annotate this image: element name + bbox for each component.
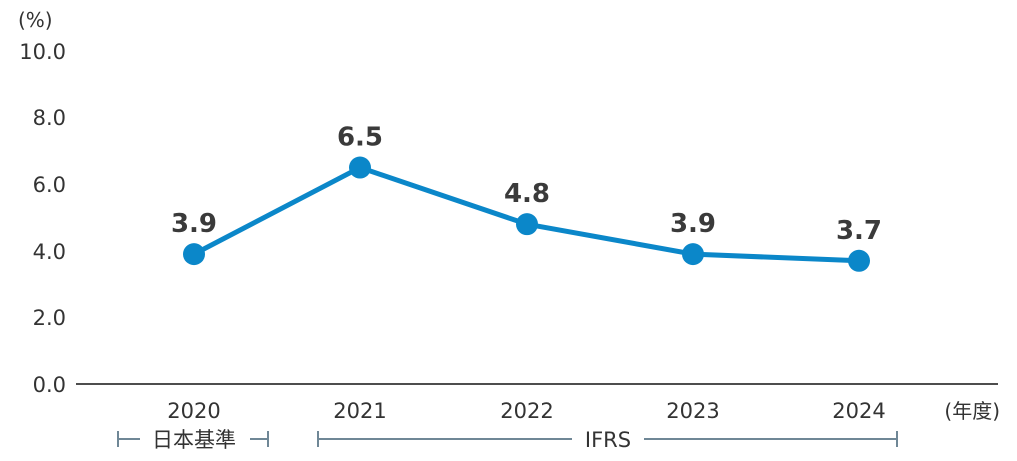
x-axis-unit: (年度): [944, 399, 1000, 423]
y-tick-label: 0.0: [33, 373, 66, 397]
data-points: [183, 156, 870, 272]
data-point: [516, 213, 538, 236]
data-label: 3.9: [670, 209, 716, 239]
y-tick-label: 4.0: [33, 240, 66, 264]
y-tick-label: 6.0: [33, 173, 66, 197]
data-point: [848, 249, 870, 272]
data-label: 3.7: [836, 216, 882, 246]
period-label-jgaap: 日本基準: [152, 428, 236, 452]
x-tick-label: 2024: [832, 399, 885, 423]
data-point: [682, 243, 704, 266]
period-label-ifrs: IFRS: [585, 428, 631, 452]
y-tick-labels: 0.0 2.0 4.0 6.0 8.0 10.0: [19, 40, 66, 397]
data-label: 4.8: [504, 179, 550, 209]
data-label: 6.5: [337, 123, 383, 153]
y-tick-label: 2.0: [33, 306, 66, 330]
period-bracket-jgaap: 日本基準: [117, 428, 269, 452]
data-point: [349, 156, 371, 179]
y-axis-unit: (%): [18, 8, 53, 32]
data-point: [183, 243, 205, 266]
x-tick-label: 2023: [666, 399, 719, 423]
x-tick-label: 2021: [333, 399, 386, 423]
x-tick-label: 2020: [167, 399, 220, 423]
x-tick-label: 2022: [500, 399, 553, 423]
x-tick-labels: 2020 2021 2022 2023 2024: [167, 399, 885, 423]
data-labels: 3.9 6.5 4.8 3.9 3.7: [171, 123, 882, 246]
period-bracket-ifrs: IFRS: [317, 428, 898, 452]
y-tick-label: 8.0: [33, 106, 66, 130]
y-tick-label: 10.0: [19, 40, 66, 64]
data-label: 3.9: [171, 209, 217, 239]
